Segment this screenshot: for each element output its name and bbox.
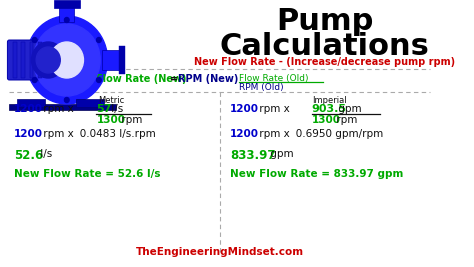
Bar (13, 42, 17, 78)
Text: New Flow Rate - (Increase/decrease pump rpm): New Flow Rate - (Increase/decrease pump … (194, 57, 455, 67)
Bar (102, 50, 122, 70)
Circle shape (50, 42, 83, 78)
Bar (9, 104, 116, 110)
FancyBboxPatch shape (54, 0, 80, 8)
Text: gpm: gpm (267, 149, 294, 159)
Text: 1200: 1200 (230, 104, 259, 114)
Circle shape (97, 77, 101, 83)
Circle shape (64, 18, 69, 22)
Text: 0.0483 l/s.rpm: 0.0483 l/s.rpm (70, 129, 155, 139)
Bar (118, 46, 125, 74)
Text: Imperial: Imperial (312, 96, 346, 105)
Text: rpm x: rpm x (40, 104, 73, 114)
Text: New Flow Rate = 52.6 l/s: New Flow Rate = 52.6 l/s (14, 169, 160, 179)
Circle shape (32, 42, 65, 78)
Circle shape (32, 77, 37, 83)
Text: rpm x: rpm x (40, 129, 73, 139)
Circle shape (26, 16, 108, 104)
Text: 52.6: 52.6 (14, 149, 43, 162)
Text: 1200: 1200 (14, 104, 43, 114)
Bar (38, 42, 42, 78)
Text: 1300: 1300 (311, 115, 341, 125)
Text: RPM (Old): RPM (Old) (239, 83, 284, 92)
Bar (46, 55, 69, 65)
Text: Formula:: Formula: (44, 74, 93, 84)
Text: 0.6950 gpm/rpm: 0.6950 gpm/rpm (286, 129, 383, 139)
Text: 1200: 1200 (230, 129, 259, 139)
Text: Flow Rate (Old): Flow Rate (Old) (239, 74, 309, 83)
Text: rpm: rpm (118, 115, 142, 125)
Text: rpm x: rpm x (256, 104, 290, 114)
Text: Pump: Pump (276, 7, 373, 36)
Bar (17, 99, 45, 107)
Text: RPM (New): RPM (New) (178, 74, 238, 84)
Text: 1200: 1200 (14, 129, 43, 139)
Text: Flow Rate (New): Flow Rate (New) (96, 74, 186, 84)
Bar (76, 99, 104, 107)
FancyBboxPatch shape (59, 4, 74, 22)
Circle shape (97, 37, 101, 42)
Circle shape (32, 37, 37, 42)
Text: gpm: gpm (335, 104, 361, 114)
Text: 903.5: 903.5 (311, 104, 346, 114)
Text: l/s: l/s (37, 149, 52, 159)
Circle shape (36, 47, 60, 73)
Text: 57: 57 (96, 104, 112, 114)
Text: New Flow Rate = 833.97 gpm: New Flow Rate = 833.97 gpm (230, 169, 403, 179)
Bar (21, 42, 25, 78)
Text: rpm: rpm (333, 115, 357, 125)
Bar (30, 42, 33, 78)
Text: Calculations: Calculations (219, 32, 429, 61)
Text: rpm x: rpm x (256, 129, 290, 139)
Text: =: = (170, 74, 178, 84)
Circle shape (64, 97, 69, 103)
Text: TheEngineeringMindset.com: TheEngineeringMindset.com (136, 247, 304, 257)
Circle shape (33, 24, 100, 96)
Text: l/s: l/s (109, 104, 124, 114)
Text: Metric: Metric (98, 96, 124, 105)
FancyBboxPatch shape (8, 40, 50, 80)
Text: 1300: 1300 (96, 115, 126, 125)
Text: 833.97: 833.97 (230, 149, 275, 162)
